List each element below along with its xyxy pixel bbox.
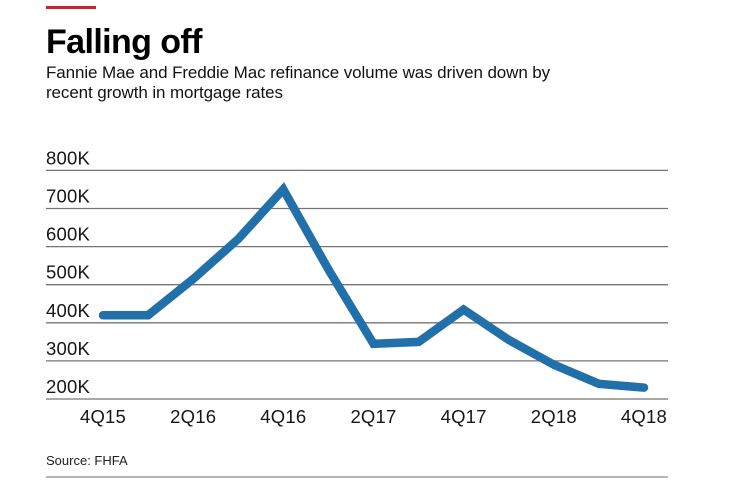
x-axis-tick-label: 2Q16 bbox=[170, 406, 216, 427]
refinance-volume-line bbox=[98, 182, 649, 392]
y-axis-tick-label: 800K bbox=[46, 147, 90, 168]
accent-bar bbox=[46, 6, 96, 9]
x-axis-tick-label: 4Q18 bbox=[621, 406, 667, 427]
y-axis-tick-label: 200K bbox=[46, 376, 90, 397]
chart-title: Falling off bbox=[46, 23, 202, 61]
x-axis-tick-label: 2Q18 bbox=[531, 406, 577, 427]
y-axis-tick-label: 600K bbox=[46, 224, 90, 245]
x-axis-tick-label: 4Q17 bbox=[441, 406, 487, 427]
chart-subtitle-line-2: recent growth in mortgage rates bbox=[46, 82, 283, 102]
chart-subtitle-line-1: Fannie Mae and Freddie Mac refinance vol… bbox=[46, 63, 551, 82]
x-axis-tick-label: 4Q16 bbox=[260, 406, 306, 427]
y-axis-tick-label: 700K bbox=[46, 186, 90, 207]
footer-rule bbox=[46, 476, 668, 478]
y-axis-tick-label: 500K bbox=[46, 262, 90, 283]
source-note: Source: FHFA bbox=[46, 453, 128, 468]
y-axis-tick-label: 300K bbox=[46, 338, 90, 359]
x-axis-tick-label: 4Q15 bbox=[80, 406, 126, 427]
chart-subtitle: Fannie Mae and Freddie Mac refinance vol… bbox=[46, 63, 550, 102]
x-axis-tick-label: 2Q17 bbox=[350, 406, 396, 427]
y-axis-tick-label: 400K bbox=[46, 300, 90, 321]
